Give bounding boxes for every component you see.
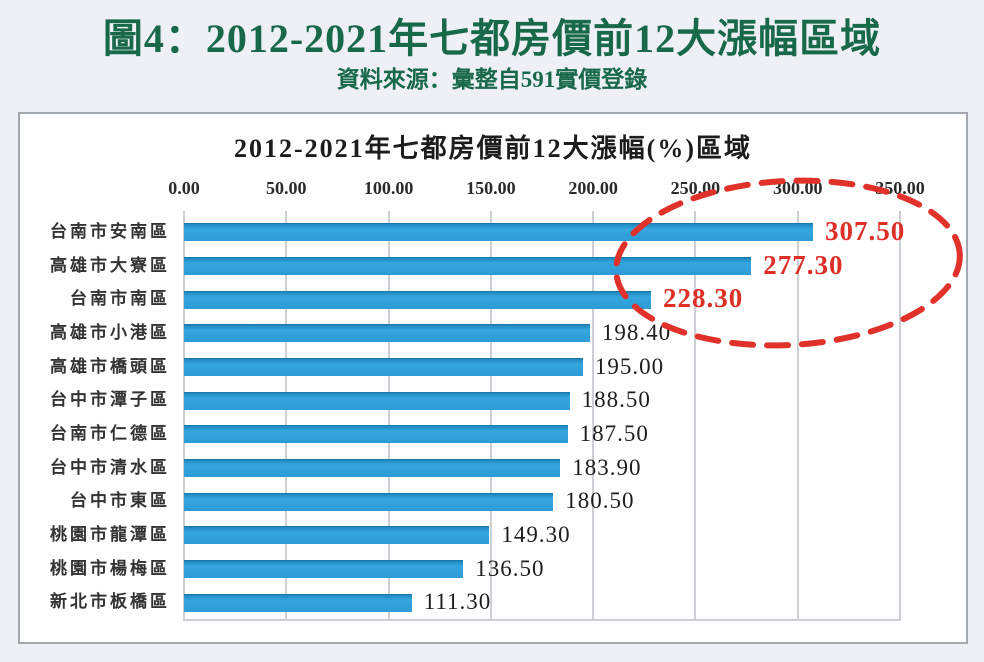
category-label: 高雄市小港區 <box>50 323 170 342</box>
bar <box>184 391 570 410</box>
x-axis-tick-label: 50.00 <box>266 178 307 198</box>
value-label: 136.50 <box>475 555 545 581</box>
x-axis-tick-label: 250.00 <box>670 178 721 198</box>
gridline <box>183 211 185 619</box>
bar <box>184 526 490 545</box>
bar <box>184 560 464 578</box>
chart-panel: 2012-2021年七都房價前12大漲幅(%)區域 0.00 50.00 100.0… <box>18 112 968 644</box>
bar <box>184 492 554 511</box>
value-label: 188.50 <box>581 387 651 413</box>
value-label: 183.90 <box>572 454 642 480</box>
bar <box>184 593 412 612</box>
x-axis-tick-label: 350.00 <box>875 178 925 198</box>
category-label: 高雄市大寮區 <box>50 255 170 275</box>
category-label: 台南市仁德區 <box>50 424 170 443</box>
gridline <box>489 211 492 619</box>
category-label: 新北市板橋區 <box>50 592 170 612</box>
value-label: 277.30 <box>763 249 844 280</box>
category-label: 桃園市龍潭區 <box>50 525 170 544</box>
x-axis-tick-label: 0.00 <box>168 178 200 198</box>
bar <box>184 223 814 242</box>
x-axis-line <box>183 619 901 621</box>
category-label: 台中市潭子區 <box>50 390 170 410</box>
category-label: 台南市安南區 <box>50 222 170 241</box>
gridline <box>387 211 390 619</box>
value-label: 180.50 <box>565 488 635 514</box>
page-title: 圖4：2012-2021年七都房價前12大漲幅區域 <box>102 16 882 61</box>
gridline <box>796 211 799 619</box>
value-label: 198.40 <box>601 320 672 345</box>
bar <box>184 425 568 444</box>
bar <box>184 358 583 376</box>
chart-title: 2012-2021年七都房價前12大漲幅(%)區域 <box>234 134 752 163</box>
gridline <box>899 211 901 619</box>
page-subtitle: 資料來源：彙整自591實價登錄 <box>336 67 648 92</box>
gridline <box>694 211 697 619</box>
value-label: 195.00 <box>594 353 665 379</box>
bar <box>184 257 752 275</box>
category-label: 高雄市橋頭區 <box>50 356 170 376</box>
bar <box>184 459 561 477</box>
value-label: 111.30 <box>423 589 492 615</box>
gridline <box>592 211 595 619</box>
bar <box>184 290 652 309</box>
x-axis-tick-label: 100.00 <box>363 178 414 198</box>
x-axis-tick-label: 150.00 <box>466 178 516 198</box>
value-label: 187.50 <box>579 421 649 446</box>
x-axis-tick-label: 300.00 <box>772 178 823 198</box>
value-label: 149.30 <box>501 522 571 547</box>
category-label: 台中市東區 <box>70 491 170 511</box>
x-axis-tick-label: 200.00 <box>568 178 618 198</box>
bar <box>184 324 590 343</box>
gridline <box>285 211 288 619</box>
value-label: 307.50 <box>825 216 906 246</box>
value-label: 228.30 <box>663 283 744 314</box>
category-label: 桃園市楊梅區 <box>50 558 170 578</box>
category-label: 台中市清水區 <box>50 457 170 477</box>
category-label: 台南市南區 <box>70 289 170 309</box>
